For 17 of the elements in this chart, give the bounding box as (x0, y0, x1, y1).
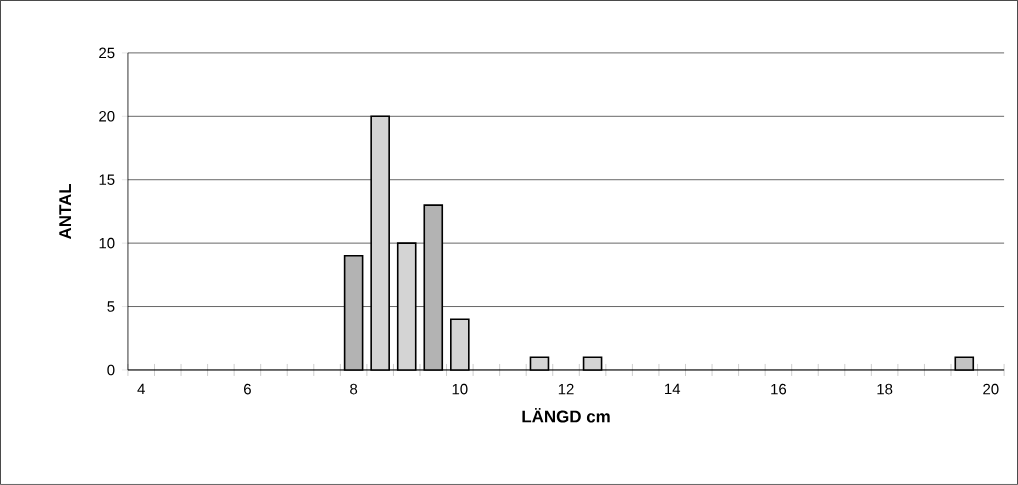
x-tick-label: 16 (771, 383, 787, 395)
x-tick-label: 10 (452, 383, 468, 395)
y-tick-label: 5 (107, 301, 115, 312)
y-tick-label: 0 (107, 364, 115, 376)
y-axis-title: ANTAL (59, 183, 71, 240)
x-tick-label: 14 (665, 383, 681, 395)
x-tick-label: 6 (244, 383, 251, 395)
x-tick-label: 12 (558, 383, 574, 395)
x-tick-label: 8 (350, 383, 358, 395)
x-axis-title: LÄNGD cm (522, 407, 610, 423)
x-tick-label: 20 (983, 383, 999, 395)
x-tick-label: 4 (137, 383, 145, 395)
y-tick-label: 10 (99, 237, 115, 249)
y-tick-label: 15 (99, 174, 115, 185)
x-tick-label: 18 (877, 383, 893, 395)
y-tick-label: 20 (99, 111, 115, 122)
y-tick-label: 25 (99, 47, 115, 59)
